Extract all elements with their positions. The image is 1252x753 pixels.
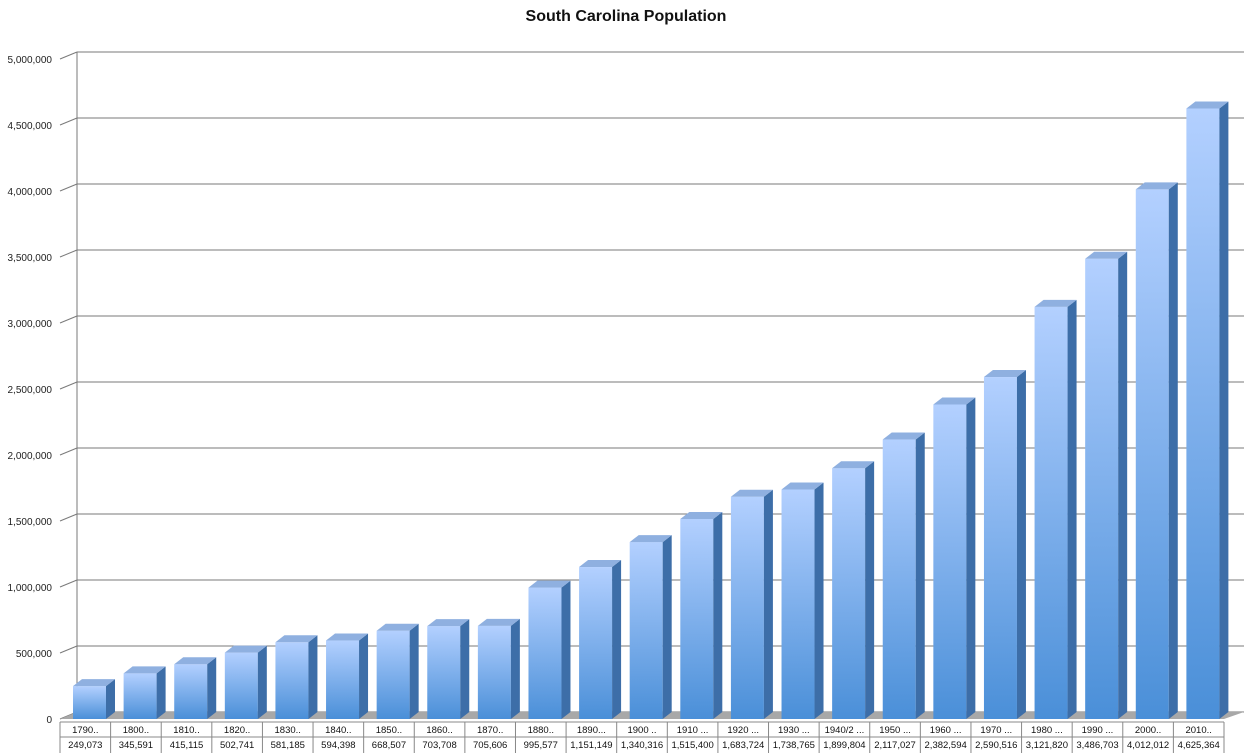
category-label: 2000.. (1135, 725, 1161, 736)
value-label: 4,012,012 (1127, 740, 1169, 751)
category-label: 1800.. (123, 725, 149, 736)
bar (427, 619, 470, 719)
category-label: 1920 ... (727, 725, 759, 736)
bar (376, 623, 419, 719)
bar (1186, 101, 1229, 719)
category-label: 1940/2 ... (825, 725, 865, 736)
value-label: 2,117,027 (874, 740, 916, 751)
value-label: 1,340,316 (621, 740, 663, 751)
category-label: 1860.. (426, 725, 452, 736)
value-label: 1,683,724 (722, 740, 764, 751)
gridline-depth (59, 513, 78, 522)
y-tick-label: 0 (46, 715, 52, 726)
category-label: 1980 ... (1031, 725, 1063, 736)
y-tick-label: 2,500,000 (8, 385, 53, 396)
y-tick-label: 3,000,000 (8, 319, 53, 330)
bar (933, 397, 976, 719)
value-label: 502,741 (220, 740, 254, 751)
category-label: 1880.. (528, 725, 554, 736)
value-label: 3,486,703 (1076, 740, 1118, 751)
gridline-depth (59, 51, 78, 60)
gridline-depth (59, 183, 78, 192)
bar (477, 618, 520, 719)
category-label: 1900 .. (627, 725, 656, 736)
y-tick-label: 500,000 (16, 649, 53, 660)
category-label: 1830.. (275, 725, 301, 736)
y-tick-label: 3,500,000 (8, 253, 53, 264)
value-label: 594,398 (321, 740, 355, 751)
bar (832, 461, 875, 719)
y-tick-label: 1,500,000 (8, 517, 53, 528)
bar (629, 535, 672, 719)
category-label: 1890... (577, 725, 606, 736)
gridline-depth (59, 447, 78, 456)
y-tick-label: 4,000,000 (8, 187, 53, 198)
bar (73, 679, 115, 719)
bars (73, 101, 1229, 720)
value-label: 345,591 (119, 740, 153, 751)
category-label: 1930 ... (778, 725, 810, 736)
bar (882, 432, 925, 719)
bar (579, 560, 622, 719)
category-label: 1960 ... (930, 725, 962, 736)
category-label: 1990 ... (1082, 725, 1114, 736)
value-label: 249,073 (68, 740, 102, 751)
gridline-depth (59, 381, 78, 390)
y-tick-label: 4,500,000 (8, 121, 53, 132)
y-tick-label: 5,000,000 (8, 55, 53, 66)
bar (781, 482, 824, 719)
bar (1085, 251, 1128, 720)
gridline-depth (59, 315, 78, 324)
bar (1034, 299, 1077, 719)
y-tick-label: 2,000,000 (8, 451, 53, 462)
bar (1135, 182, 1178, 719)
category-label: 1970 ... (980, 725, 1012, 736)
value-label: 1,738,765 (773, 740, 815, 751)
gridline-depth (59, 579, 78, 588)
bar (174, 657, 217, 719)
category-label: 1820.. (224, 725, 250, 736)
bar (983, 370, 1026, 719)
gridline-depth (59, 249, 78, 258)
bar (123, 666, 166, 719)
category-label: 1840.. (325, 725, 351, 736)
value-label: 2,590,516 (975, 740, 1017, 751)
category-label: 1850.. (376, 725, 402, 736)
value-label: 668,507 (372, 740, 406, 751)
value-label: 705,606 (473, 740, 507, 751)
category-label: 1910 ... (677, 725, 709, 736)
value-label: 1,515,400 (671, 740, 713, 751)
value-label: 4,625,364 (1178, 740, 1220, 751)
value-label: 3,121,820 (1026, 740, 1068, 751)
bar (528, 580, 571, 719)
value-label: 1,899,804 (823, 740, 865, 751)
bar (326, 633, 369, 719)
category-label: 1810.. (173, 725, 199, 736)
bar (275, 635, 318, 719)
gridline-depth (59, 117, 78, 126)
y-tick-label: 1,000,000 (8, 583, 53, 594)
value-label: 581,185 (271, 740, 305, 751)
category-label: 1950 ... (879, 725, 911, 736)
chart-title: South Carolina Population (525, 8, 727, 25)
value-label: 995,577 (524, 740, 558, 751)
value-label: 415,115 (170, 740, 204, 751)
gridline-depth (59, 645, 78, 654)
category-label: 2010.. (1185, 725, 1211, 736)
bar (730, 489, 773, 719)
category-label: 1790.. (72, 725, 98, 736)
value-label: 703,708 (422, 740, 456, 751)
bar (680, 511, 723, 719)
value-label: 1,151,149 (570, 740, 612, 751)
data-table: 1790.. 249,073 1800.. 345,591 1810.. 415,115 1… (59, 721, 1225, 753)
bar (224, 645, 267, 719)
category-label: 1870.. (477, 725, 503, 736)
value-label: 2,382,594 (925, 740, 967, 751)
y-axis-ticks: 0 500,000 1,000,000 1,500,000 2,000,000 2,500… (8, 55, 53, 726)
